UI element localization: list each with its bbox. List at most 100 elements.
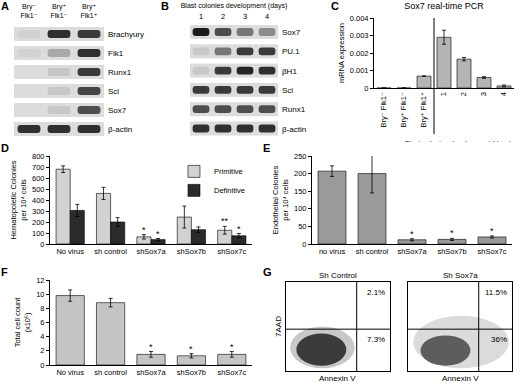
svg-text:11.5%: 11.5% xyxy=(485,288,507,297)
svg-text:**: ** xyxy=(221,216,229,226)
svg-text:shSox7a: shSox7a xyxy=(397,247,427,256)
svg-text:Blast colonies development (da: Blast colonies development (days) xyxy=(405,140,512,148)
svg-text:Bry⁻: Bry⁻ xyxy=(22,3,37,11)
svg-text:Flk1⁻: Flk1⁻ xyxy=(21,12,38,19)
svg-text:Hematopoietic Coloniesper 10⁴: Hematopoietic Coloniesper 10⁴ cells xyxy=(9,160,28,239)
svg-text:2: 2 xyxy=(221,12,225,21)
svg-text:mRNA expression: mRNA expression xyxy=(337,23,346,83)
svg-text:No virus: No virus xyxy=(56,368,84,377)
svg-text:shSox7b: shSox7b xyxy=(177,368,206,377)
svg-text:Annexin V: Annexin V xyxy=(442,374,479,383)
svg-text:Blast colonies development (da: Blast colonies development (days) xyxy=(181,2,288,10)
svg-text:Bry⁺: Bry⁺ xyxy=(52,3,67,11)
svg-text:6: 6 xyxy=(40,318,44,327)
svg-text:βH1: βH1 xyxy=(282,67,297,76)
svg-text:*: * xyxy=(156,229,160,239)
svg-text:250: 250 xyxy=(294,152,307,161)
svg-text:Primitive: Primitive xyxy=(214,167,243,176)
svg-text:100: 100 xyxy=(32,229,45,238)
svg-text:shSox7c: shSox7c xyxy=(217,368,246,377)
svg-text:Definitive: Definitive xyxy=(214,186,245,195)
svg-text:*: * xyxy=(450,228,454,238)
svg-text:sh control: sh control xyxy=(94,247,127,256)
svg-text:Flk1⁻: Flk1⁻ xyxy=(51,12,68,19)
svg-text:shSox7b: shSox7b xyxy=(177,247,206,256)
svg-text:Runx1: Runx1 xyxy=(108,68,132,77)
svg-text:Runx1: Runx1 xyxy=(282,105,306,114)
svg-text:0: 0 xyxy=(302,240,306,249)
svg-text:Sh Sox7a: Sh Sox7a xyxy=(443,271,478,280)
svg-text:150: 150 xyxy=(294,187,307,196)
svg-text:Scl: Scl xyxy=(282,86,293,95)
svg-text:Bry⁺ Flk1⁺: Bry⁺ Flk1⁺ xyxy=(419,92,428,127)
svg-text:200: 200 xyxy=(294,169,307,178)
svg-text:Scl: Scl xyxy=(108,87,119,96)
svg-text:36%: 36% xyxy=(491,335,507,344)
svg-text:shSox7c: shSox7c xyxy=(217,247,246,256)
svg-text:500: 500 xyxy=(32,185,45,194)
svg-text:Sox7: Sox7 xyxy=(282,28,301,37)
svg-text:0: 0 xyxy=(40,361,44,370)
svg-text:400: 400 xyxy=(32,196,45,205)
svg-text:Bry⁺ Flk1⁻: Bry⁺ Flk1⁻ xyxy=(399,92,408,127)
svg-text:Flk1: Flk1 xyxy=(108,49,124,58)
svg-text:7AAD: 7AAD xyxy=(274,316,283,337)
svg-text:0.001: 0.001 xyxy=(350,66,369,75)
svg-text:0.002: 0.002 xyxy=(350,49,369,58)
svg-text:No virus: No virus xyxy=(56,247,84,256)
svg-text:300: 300 xyxy=(32,207,45,216)
svg-text:*: * xyxy=(230,342,234,352)
svg-text:200: 200 xyxy=(32,218,45,227)
svg-text:10: 10 xyxy=(36,290,44,299)
svg-text:shSox7c: shSox7c xyxy=(478,247,507,256)
svg-text:4: 4 xyxy=(499,92,508,96)
svg-text:*: * xyxy=(189,344,193,354)
svg-text:4: 4 xyxy=(265,12,269,21)
svg-text:600: 600 xyxy=(32,174,45,183)
svg-text:*: * xyxy=(490,226,494,236)
svg-text:1: 1 xyxy=(199,12,203,21)
svg-text:*: * xyxy=(149,342,153,352)
html-text:G: G xyxy=(263,266,272,278)
svg-text:2.1%: 2.1% xyxy=(367,288,385,297)
svg-text:800: 800 xyxy=(32,152,45,161)
svg-text:PU.1: PU.1 xyxy=(282,47,300,56)
svg-text:700: 700 xyxy=(32,163,45,172)
svg-text:2: 2 xyxy=(40,346,44,355)
svg-text:Endothelial Coloniesper 10⁴ ce: Endothelial Coloniesper 10⁴ cells xyxy=(271,166,290,235)
svg-text:shSox7a: shSox7a xyxy=(136,247,166,256)
svg-text:0: 0 xyxy=(40,240,44,249)
svg-text:Bry⁻ Flk1⁻: Bry⁻ Flk1⁻ xyxy=(379,92,388,127)
svg-text:*: * xyxy=(237,224,241,234)
svg-text:Bry⁺: Bry⁺ xyxy=(82,3,97,11)
svg-text:1: 1 xyxy=(439,92,448,96)
svg-text:sh control: sh control xyxy=(356,247,389,256)
svg-text:Sh Control: Sh Control xyxy=(319,271,357,280)
svg-text:0.004: 0.004 xyxy=(350,14,369,23)
svg-text:4: 4 xyxy=(40,332,44,341)
svg-text:0.003: 0.003 xyxy=(350,31,369,40)
svg-text:Annexin V: Annexin V xyxy=(319,374,356,383)
svg-text:shSox7b: shSox7b xyxy=(437,247,466,256)
svg-text:3: 3 xyxy=(243,12,247,21)
svg-text:2: 2 xyxy=(459,92,468,96)
svg-text:shSox7a: shSox7a xyxy=(136,368,166,377)
svg-text:3: 3 xyxy=(479,92,488,96)
svg-text:Sox7 real-time PCR: Sox7 real-time PCR xyxy=(404,1,484,11)
svg-text:Total cell count(x10⁵): Total cell count(x10⁵) xyxy=(13,297,32,348)
svg-text:no virus: no virus xyxy=(319,247,346,256)
svg-text:50: 50 xyxy=(298,222,306,231)
svg-text:Brachyury: Brachyury xyxy=(108,30,144,39)
svg-text:7.3%: 7.3% xyxy=(367,335,385,344)
svg-text:*: * xyxy=(142,225,146,235)
svg-text:0: 0 xyxy=(364,84,368,93)
svg-text:Sox7: Sox7 xyxy=(108,106,127,115)
svg-text:100: 100 xyxy=(294,204,307,213)
svg-text:β-actin: β-actin xyxy=(282,125,306,134)
svg-text:*: * xyxy=(410,229,414,239)
svg-text:sh control: sh control xyxy=(94,368,127,377)
svg-text:Flk1⁺: Flk1⁺ xyxy=(81,12,98,19)
svg-text:β-actin: β-actin xyxy=(108,125,132,134)
svg-text:12: 12 xyxy=(36,276,44,285)
svg-text:8: 8 xyxy=(40,304,44,313)
